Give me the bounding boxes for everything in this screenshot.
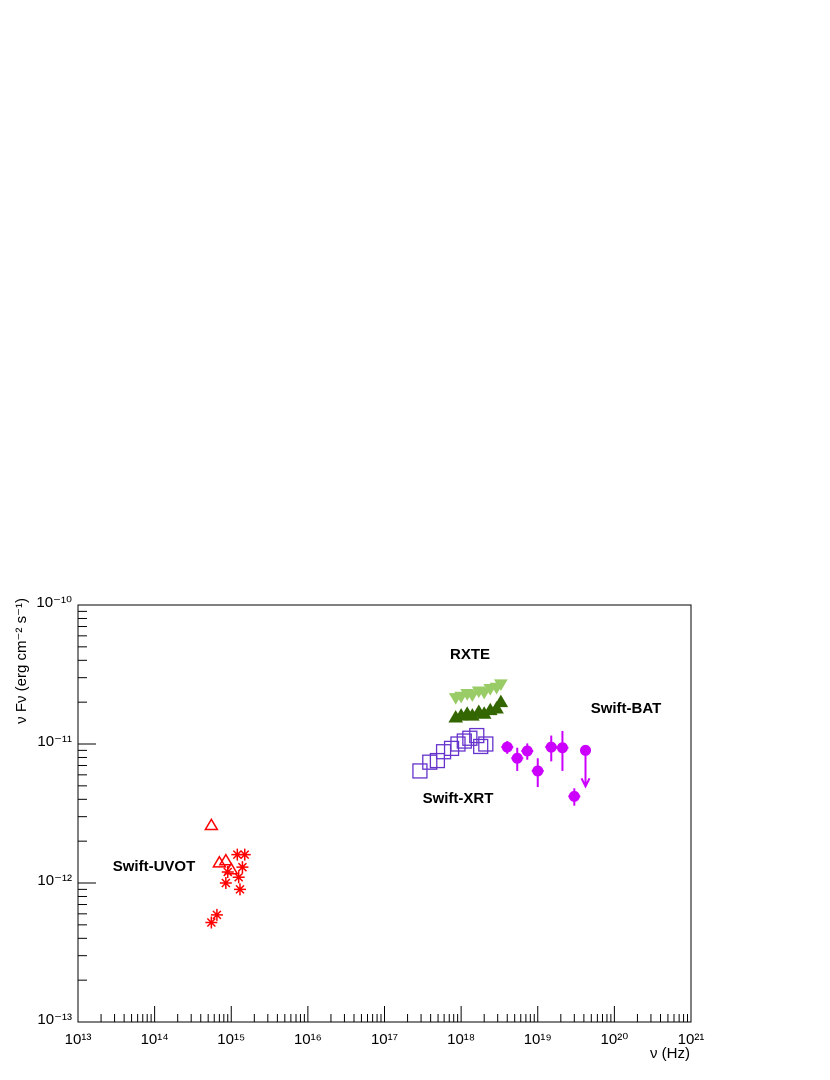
data-point [233, 883, 246, 896]
data-point [521, 745, 533, 757]
x-tick-label: 10¹⁴ [141, 1031, 169, 1048]
annotation: Swift-XRT [423, 790, 494, 807]
data-point [493, 694, 509, 708]
x-tick-label: 10²¹ [678, 1031, 705, 1048]
x-tick-label: 10¹⁷ [371, 1031, 398, 1048]
data-point [412, 763, 428, 779]
data-point [465, 690, 480, 703]
data-point [210, 908, 223, 921]
data-point [469, 727, 485, 744]
x-tick-label: 10¹⁹ [524, 1031, 552, 1048]
data-point [511, 752, 523, 764]
data-point [456, 733, 472, 749]
data-point [232, 871, 245, 884]
data-point [532, 765, 544, 777]
x-tick-label: 10²⁰ [601, 1031, 629, 1048]
data-point [231, 848, 244, 861]
data-point [221, 865, 234, 878]
annotation: Swift-UVOT [113, 858, 196, 875]
x-tick-label: 10¹³ [65, 1031, 92, 1048]
data-point [493, 679, 508, 692]
data-point [477, 687, 492, 700]
data-point [473, 738, 489, 755]
annotation: RXTE [450, 646, 490, 663]
x-axis-label: ν (Hz) [650, 1045, 690, 1062]
data-point [238, 848, 251, 861]
data-point [236, 861, 249, 874]
x-tick-label: 10¹⁵ [217, 1031, 245, 1048]
data-point [501, 741, 513, 753]
y-axis-label: ν Fν (erg cm⁻² s⁻¹) [13, 598, 30, 724]
y-tick-label: 10⁻¹² [37, 872, 72, 889]
data-point [568, 790, 580, 802]
y-tick-label: 10⁻¹⁰ [36, 594, 72, 611]
upper-limit-arrow [580, 750, 591, 789]
data-point [435, 744, 452, 760]
data-point [204, 817, 219, 831]
data-point [478, 736, 494, 752]
data-point [205, 916, 218, 929]
data-point [219, 877, 232, 889]
data-point [450, 736, 466, 752]
data-point [545, 741, 557, 753]
data-point [489, 701, 504, 714]
x-tick-label: 10¹⁶ [294, 1031, 322, 1048]
x-tick-label: 10¹⁸ [447, 1031, 475, 1048]
y-tick-label: 10⁻¹¹ [37, 733, 72, 750]
y-tick-label: 10⁻¹³ [37, 1011, 72, 1028]
data-point [429, 752, 446, 769]
data-point [218, 853, 234, 866]
annotation: Swift-BAT [591, 700, 662, 717]
data-point [556, 742, 568, 754]
data-point [580, 744, 592, 756]
